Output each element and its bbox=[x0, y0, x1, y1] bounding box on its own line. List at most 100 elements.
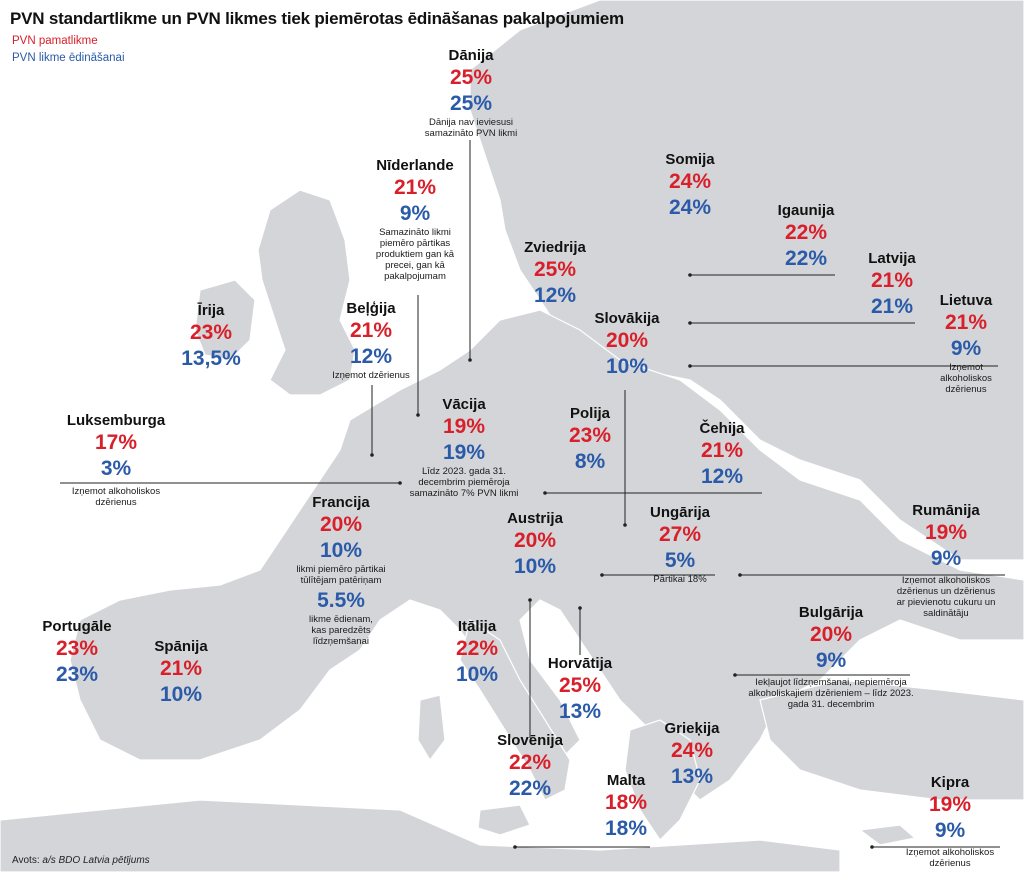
food-rate: 9% bbox=[815, 649, 847, 672]
food-rate: 12% bbox=[349, 345, 393, 368]
country-name: Itālija bbox=[457, 618, 497, 635]
africa-shape bbox=[0, 799, 841, 872]
source-text: a/s BDO Latvia pētījums bbox=[42, 855, 150, 866]
food-rate: 22% bbox=[508, 777, 552, 800]
country-name: Slovākija bbox=[594, 310, 660, 327]
country-name: Igaunija bbox=[777, 202, 835, 219]
food-rate: 25% bbox=[449, 92, 493, 115]
country-name: Luksemburga bbox=[66, 412, 166, 429]
food-rate: 9% bbox=[950, 337, 982, 360]
country-name: Austrija bbox=[507, 510, 563, 527]
food-rate: 10% bbox=[605, 355, 649, 378]
country-name: Francija bbox=[312, 494, 370, 511]
cyprus-shape bbox=[858, 824, 917, 846]
standard-rate: 22% bbox=[508, 751, 552, 774]
food-rate: 10% bbox=[455, 663, 499, 686]
food-rate: 24% bbox=[668, 196, 712, 219]
food-rate: 9% bbox=[399, 202, 431, 225]
standard-rate: 19% bbox=[928, 793, 972, 816]
country-luxembourg: Luksemburga 17% 3% Izņemot alkoholiskos … bbox=[56, 412, 176, 508]
uk-shape bbox=[257, 189, 356, 396]
country-austria: Austrija 20% 10% bbox=[507, 510, 563, 580]
country-note: Izņemot alkoholiskos dzērienus bbox=[71, 486, 161, 508]
standard-rate: 25% bbox=[533, 258, 577, 281]
food-rate: 10% bbox=[319, 539, 363, 562]
country-lithuania: Lietuva 21% 9% Izņemot alkoholiskos dzēr… bbox=[931, 292, 1001, 395]
country-name: Beļģija bbox=[346, 300, 396, 317]
country-cyprus: Kipra 19% 9% Izņemot alkoholiskos dzērie… bbox=[896, 774, 1004, 869]
standard-rate: 21% bbox=[393, 176, 437, 199]
scandinavia-shape bbox=[469, 0, 1024, 561]
standard-rate: 25% bbox=[449, 66, 493, 89]
standard-rate: 18% bbox=[604, 791, 648, 814]
country-note: Dānija nav ieviesusi samazināto PVN likm… bbox=[424, 117, 518, 139]
country-denmark: Dānija 25% 25% Dānija nav ieviesusi sama… bbox=[416, 47, 526, 139]
standard-rate: 23% bbox=[189, 321, 233, 344]
standard-rate: 24% bbox=[670, 739, 714, 762]
country-note: Izņemot alkoholiskos dzērienus bbox=[905, 847, 995, 869]
food-rate: 9% bbox=[930, 547, 962, 570]
country-bulgaria: Bulgārija 20% 9% Iekļaujot līdzņemšanai,… bbox=[747, 604, 915, 710]
country-name: Zviedrija bbox=[524, 239, 586, 256]
country-note-takeaway: likme ēdienam, kas paredzēts līdzņemšana… bbox=[309, 614, 373, 647]
country-france: Francija 20% 10% likmi piemēro pārtikai … bbox=[286, 494, 396, 647]
country-note: Izņemot alkoholiskos dzērienus un dzērie… bbox=[896, 575, 996, 619]
page-title: PVN standartlikme un PVN likmes tiek pie… bbox=[10, 9, 624, 28]
greece-shape bbox=[624, 719, 701, 841]
standard-rate: 17% bbox=[94, 431, 138, 454]
standard-rate: 27% bbox=[658, 523, 702, 546]
country-name: Slovēnija bbox=[497, 732, 563, 749]
country-name: Īrija bbox=[197, 302, 225, 319]
country-name: Horvātija bbox=[547, 655, 613, 672]
standard-rate: 23% bbox=[568, 424, 612, 447]
leader-lines bbox=[60, 140, 1005, 849]
legend-food-rate: PVN likme ēdināšanai bbox=[12, 52, 125, 64]
country-germany: Vācija 19% 19% Līdz 2023. gada 31. decem… bbox=[409, 396, 519, 499]
food-rate: 10% bbox=[513, 555, 557, 578]
country-netherlands: Nīderlande 21% 9% Samazināto likmi piemē… bbox=[368, 157, 463, 282]
standard-rate: 20% bbox=[605, 329, 649, 352]
country-note: Izņemot alkoholiskos dzērienus bbox=[940, 362, 992, 395]
sicily-shape bbox=[477, 804, 531, 836]
standard-rate: 20% bbox=[513, 529, 557, 552]
food-rate: 9% bbox=[934, 819, 966, 842]
source-credit: Avots: a/s BDO Latvia pētījums bbox=[12, 855, 150, 866]
country-finland: Somija 24% 24% bbox=[665, 151, 714, 221]
country-note: likmi piemēro pārtikai tūlītējam patēriņ… bbox=[296, 564, 386, 586]
country-italy: Itālija 22% 10% bbox=[456, 618, 498, 688]
country-hungary: Ungārija 27% 5% Pārtikai 18% bbox=[650, 504, 710, 585]
standard-rate: 25% bbox=[558, 674, 602, 697]
italy-shape bbox=[459, 619, 571, 801]
country-poland: Polija 23% 8% bbox=[569, 405, 611, 475]
country-croatia: Horvātija 25% 13% bbox=[548, 655, 612, 725]
country-belgium: Beļģija 21% 12% Izņemot dzērienus bbox=[332, 300, 410, 381]
food-rate-takeaway: 5.5% bbox=[317, 589, 365, 612]
country-name: Bulgārija bbox=[798, 604, 864, 621]
country-greece: Grieķija 24% 13% bbox=[664, 720, 719, 790]
standard-rate: 21% bbox=[159, 657, 203, 680]
standard-rate: 24% bbox=[668, 170, 712, 193]
country-malta: Malta 18% 18% bbox=[605, 772, 647, 842]
country-name: Latvija bbox=[868, 250, 916, 267]
food-rate: 12% bbox=[533, 284, 577, 307]
country-latvia: Latvija 21% 21% bbox=[868, 250, 916, 320]
legend-standard-rate: PVN pamatlikme bbox=[12, 35, 98, 47]
country-slovakia: Slovākija 20% 10% bbox=[594, 310, 659, 380]
food-rate: 3% bbox=[100, 457, 132, 480]
food-rate: 23% bbox=[55, 663, 99, 686]
country-name: Dānija bbox=[448, 47, 494, 64]
ireland-shape bbox=[194, 279, 256, 361]
leader-dot-denmark bbox=[468, 358, 472, 362]
food-rate: 13,5% bbox=[181, 347, 241, 370]
country-note: Samazināto likmi piemēro pārtikas produk… bbox=[375, 227, 455, 282]
country-romania: Rumānija 19% 9% Izņemot alkoholiskos dzē… bbox=[892, 502, 1000, 619]
food-rate: 12% bbox=[700, 465, 744, 488]
country-name: Čehija bbox=[699, 420, 745, 437]
food-rate: 13% bbox=[558, 700, 602, 723]
country-spain: Spānija 21% 10% bbox=[154, 638, 207, 708]
country-note: Līdz 2023. gada 31. decembrim piemēroja … bbox=[409, 466, 519, 499]
country-ireland: Īrija 23% 13,5% bbox=[181, 302, 241, 372]
country-name: Rumānija bbox=[912, 502, 980, 519]
